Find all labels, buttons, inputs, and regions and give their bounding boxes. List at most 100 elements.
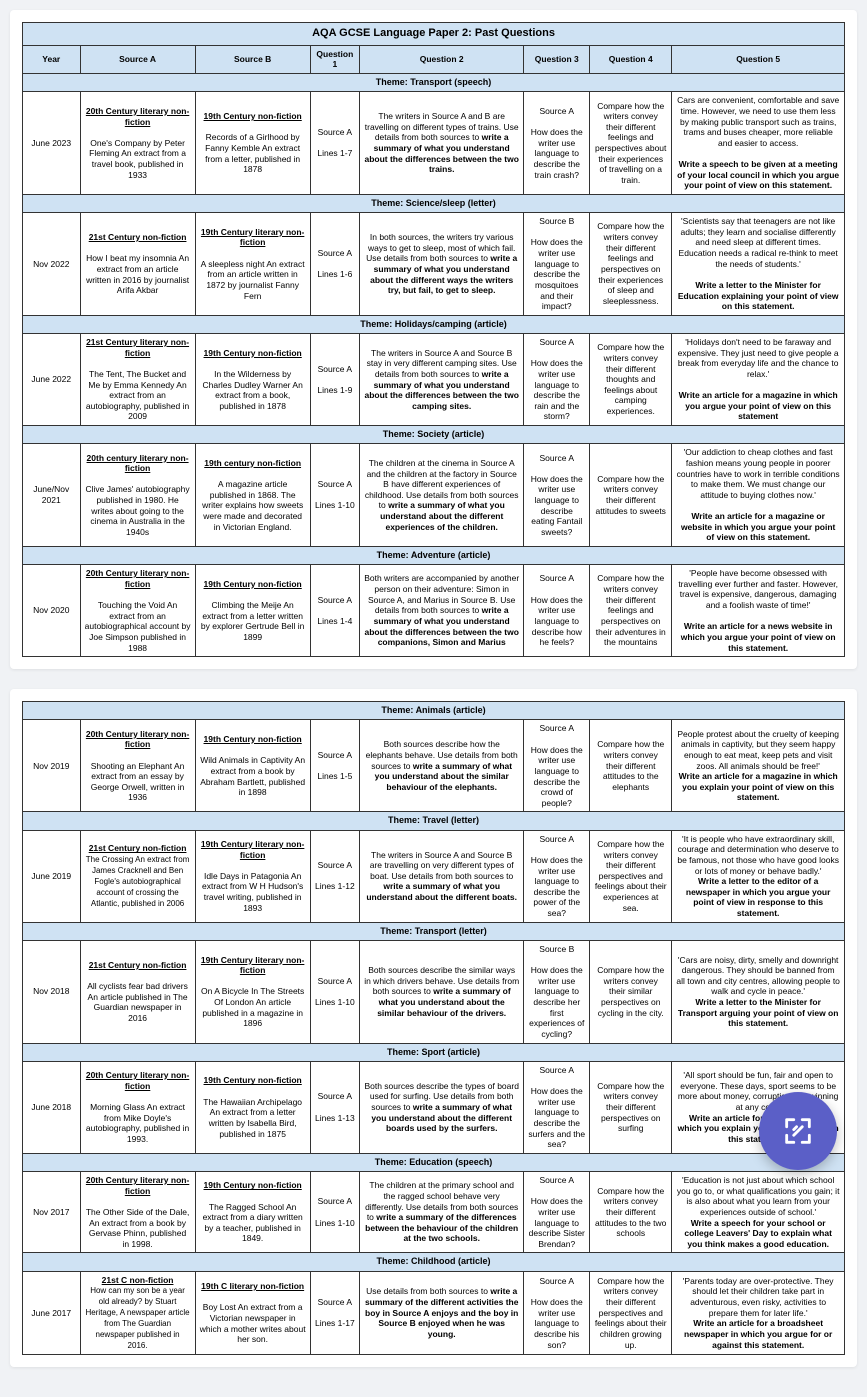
q4: Compare how the writers convey their dif… xyxy=(590,1271,672,1355)
row-jun17: June 2017 21st C non-fictionHow can my s… xyxy=(23,1271,845,1355)
year: June 2017 xyxy=(23,1271,81,1355)
q5-task: Write a speech to be given at a meeting … xyxy=(677,159,839,190)
q3: Source BHow does the writer use language… xyxy=(524,213,590,316)
q3-task: How does the writer use language to desc… xyxy=(528,1086,585,1149)
q5-task: Write an article for a magazine in which… xyxy=(679,390,838,421)
q1-source: Source A xyxy=(318,595,353,605)
col-q2: Question 2 xyxy=(360,45,524,73)
srcB-head: 19th Century non-fiction xyxy=(204,1180,302,1190)
srcA: 21st Century non-fictionThe Crossing An … xyxy=(80,830,195,922)
questions-table-page1: AQA GCSE Language Paper 2: Past Question… xyxy=(22,22,845,657)
srcB-body: On A Bicycle In The Streets Of London An… xyxy=(201,986,304,1028)
q5: 'Cars are noisy, dirty, smelly and downr… xyxy=(672,940,845,1043)
srcA: 20th Century literary non-fictionThe Oth… xyxy=(80,1172,195,1253)
q3-source: Source B xyxy=(539,944,574,954)
srcB-head: 19th Century non-fiction xyxy=(204,1075,302,1085)
q4: Compare how the writers convey their dif… xyxy=(590,565,672,657)
srcA-body: The Tent, The Bucket and Me by Emma Kenn… xyxy=(86,369,189,422)
q5: Cars are convenient, comfortable and sav… xyxy=(672,92,845,195)
q5-task: Write a letter to the editor of a newspa… xyxy=(686,876,831,918)
srcA-body: Morning Glass An extract from Mike Doyle… xyxy=(86,1102,189,1144)
q5-task: Write a speech for your school or colleg… xyxy=(684,1218,832,1249)
q1: Source ALines 1-6 xyxy=(310,213,359,316)
srcA: 20th Century literary non-fiction One's C… xyxy=(80,92,195,195)
q4: Compare how the writers convey their dif… xyxy=(590,1172,672,1253)
q5-quote: 'Our addiction to cheap clothes and fast… xyxy=(677,447,840,500)
srcA-head: 20th Century literary non-fiction xyxy=(86,106,189,127)
q5-quote: 'Cars are noisy, dirty, smelly and downr… xyxy=(676,955,839,997)
theme-sport: Theme: Sport (article) xyxy=(23,1043,845,1061)
q3-source: Source A xyxy=(540,453,575,463)
srcB-head: 19th Century non-fiction xyxy=(204,734,302,744)
row-nov17: Nov 2017 20th Century literary non-ficti… xyxy=(23,1172,845,1253)
srcB-body: Wild Animals in Captivity An extract fro… xyxy=(200,755,305,797)
q2-task: write a summary of what you understand a… xyxy=(366,881,517,902)
q3-source: Source A xyxy=(540,834,575,844)
srcB-body: Records of a Girlhood by Fanny Kemble An… xyxy=(205,132,300,174)
q5-task: Write an article for a magazine in which… xyxy=(679,771,838,802)
q2: Both writers are accompanied by another … xyxy=(360,565,524,657)
col-q1: Question 1 xyxy=(310,45,359,73)
screenshot-fab[interactable] xyxy=(759,1092,837,1170)
q3-task: How does the writer use language to desc… xyxy=(531,474,583,537)
q5-quote: Cars are convenient, comfortable and sav… xyxy=(677,95,839,148)
q1-source: Source A xyxy=(318,479,353,489)
srcA-head: 21st Century non-fiction xyxy=(89,960,187,970)
theme-education: Theme: Education (speech) xyxy=(23,1153,845,1171)
q1-lines: Lines 1-10 xyxy=(315,500,355,510)
q3: Source AHow does the writer use language… xyxy=(524,1061,590,1153)
q5-quote: 'Parents today are over-protective. They… xyxy=(683,1276,834,1318)
col-q4: Question 4 xyxy=(590,45,672,73)
col-q5: Question 5 xyxy=(672,45,845,73)
page-1: AQA GCSE Language Paper 2: Past Question… xyxy=(10,10,857,669)
theme-science: Theme: Science/sleep (letter) xyxy=(23,194,845,212)
srcA-head: 21st Century non-fiction xyxy=(89,232,187,242)
q3-task: How does the writer use language to desc… xyxy=(531,1297,583,1350)
srcB-head: 19th C literary non-fiction xyxy=(201,1281,304,1291)
year: Nov 2018 xyxy=(23,940,81,1043)
q3-task: How does the writer use language to desc… xyxy=(531,595,583,648)
row-nov22: Nov 2022 21st Century non-fiction How I b… xyxy=(23,213,845,316)
srcA-body: The Other Side of the Dale, An extract f… xyxy=(86,1207,189,1249)
q1-source: Source A xyxy=(318,127,353,137)
q5: 'Parents today are over-protective. They… xyxy=(672,1271,845,1355)
srcA-body: Touching the Void An extract from an aut… xyxy=(85,600,191,653)
q1-source: Source A xyxy=(318,860,353,870)
srcA-head: 20th Century literary non-fiction xyxy=(86,729,189,750)
row-jun18: June 2018 20th Century literary non-fict… xyxy=(23,1061,845,1153)
srcA-body: One's Company by Peter Fleming An extrac… xyxy=(89,138,186,180)
srcB-body: A sleepless night An extract from an art… xyxy=(201,259,305,301)
q3-source: Source A xyxy=(540,723,575,733)
srcA: 21st Century literary non-fiction The Ten… xyxy=(80,334,195,426)
srcA-head: 21st Century non-fiction xyxy=(89,843,187,853)
q1-lines: Lines 1-17 xyxy=(315,1318,355,1328)
q2-intro: The writers in Source A and Source B are… xyxy=(370,850,514,881)
q1: Source ALines 1-4 xyxy=(310,565,359,657)
q1-lines: Lines 1-10 xyxy=(315,997,355,1007)
year: Nov 2022 xyxy=(23,213,81,316)
q1-lines: Lines 1-10 xyxy=(315,1218,355,1228)
q5-task: Write an article for a news website in w… xyxy=(681,621,836,652)
q5-quote: 'People have become obsessed with travel… xyxy=(678,568,838,610)
srcB-body: Climbing the Meije An extract from a let… xyxy=(201,600,304,642)
srcB: 19th Century literary non-fictionIdle Da… xyxy=(195,830,310,922)
q1: Source ALines 1-7 xyxy=(310,92,359,195)
theme-transport2: Theme: Transport (letter) xyxy=(23,922,845,940)
q5-task: Write an article for a magazine or websi… xyxy=(681,511,835,542)
srcA-head: 21st Century literary non-fiction xyxy=(86,337,189,358)
q1-lines: Lines 1-12 xyxy=(315,881,355,891)
row-jun19: June 2019 21st Century non-fictionThe Cr… xyxy=(23,830,845,922)
srcB: 19th Century non-fictionRecords of a Gir… xyxy=(195,92,310,195)
q5: 'Our addiction to cheap clothes and fast… xyxy=(672,444,845,547)
theme-childhood: Theme: Childhood (article) xyxy=(23,1253,845,1271)
srcB: 19th Century non-fictionIn the Wildernes… xyxy=(195,334,310,426)
srcB-head: 19th Century literary non-fiction xyxy=(201,227,304,248)
q1-lines: Lines 1-13 xyxy=(315,1113,355,1123)
q1: Source A Lines 1-10 xyxy=(310,444,359,547)
q5-quote: 'It is people who have extraordinary ski… xyxy=(677,834,839,876)
year: Nov 2017 xyxy=(23,1172,81,1253)
srcB: 19th Century non-fiction Wild Animals in … xyxy=(195,720,310,812)
row-nov20: Nov 2020 20th Century literary non-ficti… xyxy=(23,565,845,657)
row-jun22: June 2022 21st Century literary non-fict… xyxy=(23,334,845,426)
srcA-body: How I beat my insomnia An extract from a… xyxy=(86,253,189,295)
